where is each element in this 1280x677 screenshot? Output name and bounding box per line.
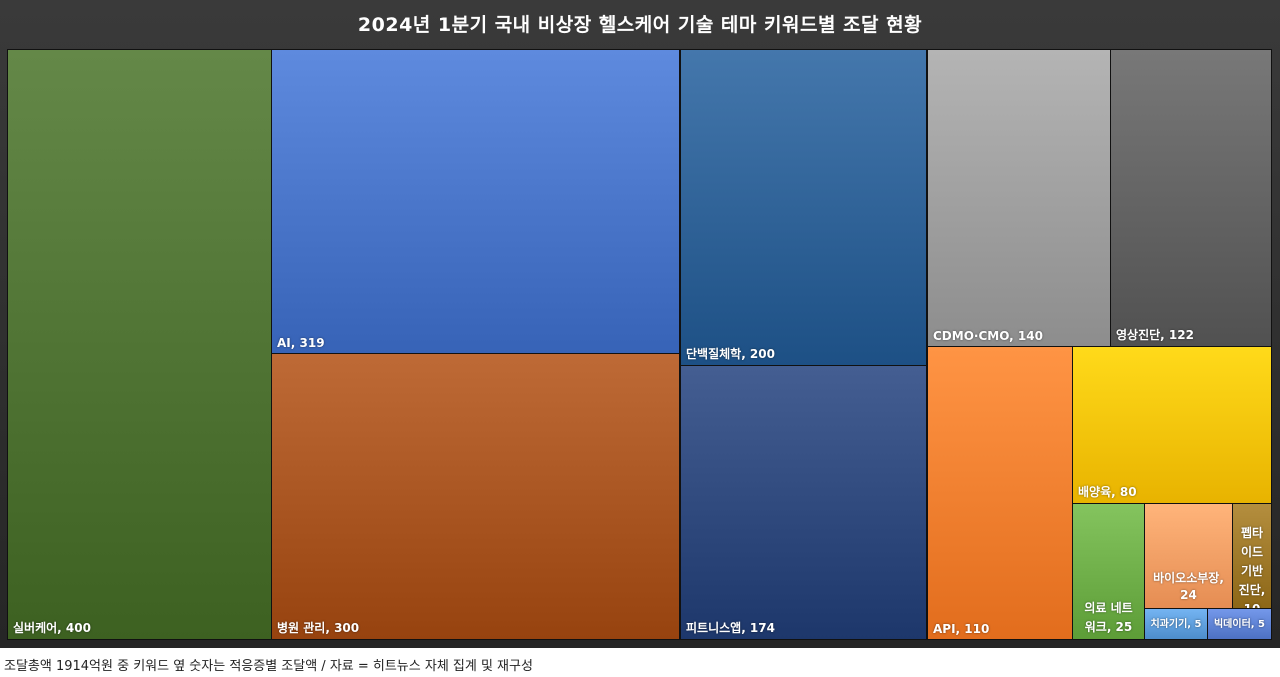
- treemap-plot: 실버케어, 400 AI, 319 병원 관리, 300 단백질체학, 200 피트니스…: [7, 49, 1272, 640]
- treemap-label: 병원 관리, 300: [277, 621, 360, 635]
- treemap-label: 빅데이터, 5: [1213, 619, 1266, 630]
- treemap-label: API, 110: [933, 622, 990, 636]
- treemap-cell: CDMO·CMO, 140: [927, 49, 1111, 347]
- treemap-cell: 의료 네트 워크, 25: [1072, 503, 1145, 640]
- treemap-label: 배양육, 80: [1078, 485, 1137, 499]
- treemap-label: 의료 네트 워크, 25: [1084, 601, 1133, 634]
- footer-note: 조달총액 1914억원 중 키워드 옆 숫자는 적응증별 조달액 / 자료 = …: [4, 659, 533, 674]
- treemap-label: 바이오소부장, 24: [1153, 571, 1224, 602]
- chart-title: 2024년 1분기 국내 비상장 헬스케어 기술 테마 키워드별 조달 현황: [357, 14, 923, 36]
- treemap-cell: 배양육, 80: [1072, 346, 1272, 504]
- treemap-cell: 치과기기, 5: [1144, 608, 1208, 640]
- treemap-cell: AI, 319: [271, 49, 680, 354]
- treemap-label: CDMO·CMO, 140: [933, 329, 1043, 343]
- treemap-label: AI, 319: [277, 336, 325, 350]
- treemap-label: 치과기기, 5: [1150, 619, 1202, 630]
- treemap-cell: 병원 관리, 300: [271, 353, 680, 640]
- treemap-label: 실버케어, 400: [13, 621, 91, 635]
- treemap-cell: 빅데이터, 5: [1207, 608, 1272, 640]
- treemap-cell: 영상진단, 122: [1110, 49, 1272, 347]
- treemap-label: 피트니스앱, 174: [686, 621, 775, 635]
- treemap-label: 영상진단, 122: [1116, 328, 1194, 342]
- treemap-cell: API, 110: [927, 346, 1073, 640]
- treemap-cell: 단백질체학, 200: [680, 49, 927, 366]
- treemap-cell: 피트니스앱, 174: [680, 365, 927, 640]
- treemap-label: 펩타 이드 기반 진단, 10: [1238, 526, 1266, 616]
- treemap-label: 단백질체학, 200: [686, 347, 775, 361]
- treemap-cell: 바이오소부장, 24: [1144, 503, 1233, 609]
- treemap-cell: 펩타 이드 기반 진단, 10: [1232, 503, 1272, 616]
- treemap-cell: 실버케어, 400: [7, 49, 272, 640]
- chart-frame: 2024년 1분기 국내 비상장 헬스케어 기술 테마 키워드별 조달 현황 실…: [0, 0, 1280, 648]
